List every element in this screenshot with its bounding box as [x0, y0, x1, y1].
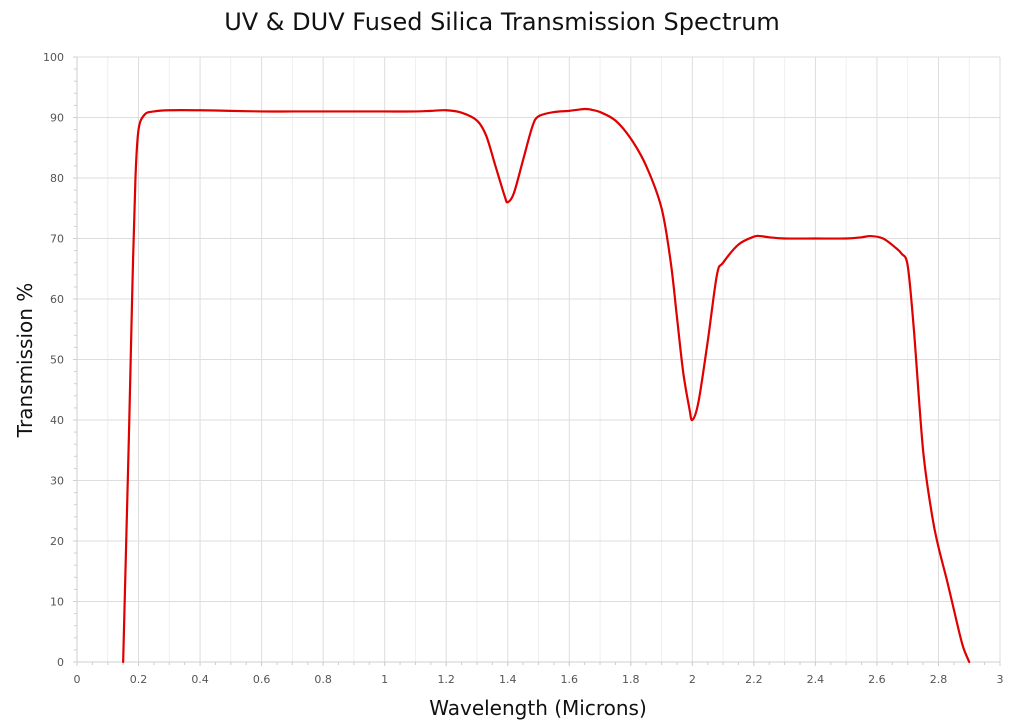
x-tick-label: 2.4	[807, 673, 825, 686]
chart-title: UV & DUV Fused Silica Transmission Spect…	[224, 8, 780, 36]
y-tick-label: 70	[50, 233, 64, 246]
y-tick-label: 80	[50, 172, 64, 185]
x-tick-label: 2.6	[868, 673, 886, 686]
transmission-series-line	[122, 107, 971, 664]
y-axis-ticks: 0 10 20 30 40 50 60 70 80 90 100	[43, 51, 77, 669]
y-tick-label: 60	[50, 293, 64, 306]
y-tick-label: 50	[50, 354, 64, 367]
x-axis-ticks: 0 0.2 0.4 0.6 0.8 1 1.2 1.4 1.6 1.8 2 2.2 2.4 2.6 2.8 3	[74, 662, 1004, 686]
x-tick-label: 3	[997, 673, 1004, 686]
y-axis-label: Transmission %	[13, 283, 37, 439]
series-layer	[122, 107, 971, 664]
x-tick-label: 1	[381, 673, 388, 686]
y-tick-label: 0	[57, 656, 64, 669]
y-tick-label: 100	[43, 51, 64, 64]
x-tick-label: 2	[689, 673, 696, 686]
x-tick-label: 2.2	[745, 673, 763, 686]
x-tick-label: 2.8	[930, 673, 948, 686]
x-tick-label: 1.4	[499, 673, 517, 686]
y-tick-label: 20	[50, 535, 64, 548]
y-tick-label: 30	[50, 475, 64, 488]
y-tick-label: 90	[50, 112, 64, 125]
x-tick-label: 0.8	[314, 673, 332, 686]
x-tick-label: 0	[74, 673, 81, 686]
y-tick-label: 40	[50, 414, 64, 427]
x-axis-label: Wavelength (Microns)	[429, 696, 647, 720]
x-tick-label: 1.8	[622, 673, 640, 686]
x-tick-label: 1.2	[437, 673, 455, 686]
x-tick-label: 0.6	[253, 673, 271, 686]
y-tick-label: 10	[50, 596, 64, 609]
x-tick-label: 1.6	[561, 673, 579, 686]
x-tick-label: 0.4	[191, 673, 209, 686]
x-tick-label: 0.2	[130, 673, 148, 686]
